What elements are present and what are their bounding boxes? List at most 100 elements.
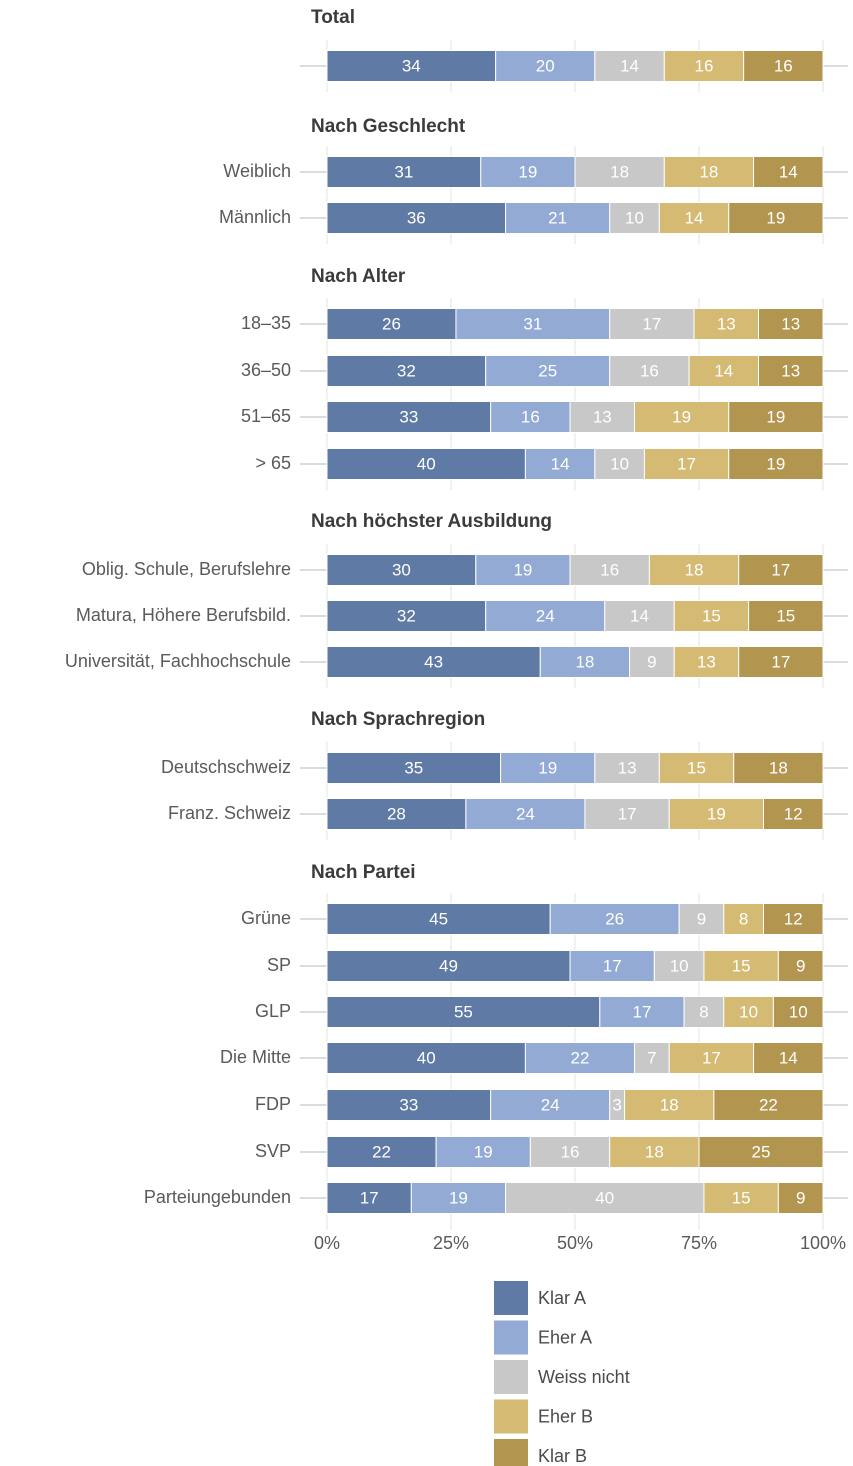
category-label: FDP <box>255 1094 291 1114</box>
category-label: > 65 <box>255 453 291 473</box>
bar-segment <box>723 903 764 935</box>
bar-segment <box>777 1182 824 1214</box>
value-label: 30 <box>392 560 411 579</box>
bar-segment <box>668 1042 755 1074</box>
bar-segment <box>594 50 665 82</box>
bar-segment <box>326 202 507 234</box>
group-title: Nach Partei <box>311 862 416 883</box>
legend-swatch <box>494 1439 528 1466</box>
legend-label: Klar A <box>538 1288 586 1308</box>
category-label: Oblig. Schule, Berufslehre <box>82 559 291 579</box>
value-label: 31 <box>523 314 542 333</box>
value-label: 17 <box>771 652 790 671</box>
value-label: 19 <box>766 454 785 473</box>
value-label: 17 <box>771 560 790 579</box>
bar-segment <box>693 308 760 340</box>
value-label: 20 <box>536 56 555 75</box>
group-title: Nach Geschlecht <box>311 116 466 137</box>
value-label: 14 <box>714 361 733 380</box>
value-label: 19 <box>766 208 785 227</box>
value-label: 24 <box>536 606 555 625</box>
value-label: 14 <box>630 606 649 625</box>
value-label: 45 <box>429 909 448 928</box>
value-label: 25 <box>538 361 557 380</box>
value-label: 18 <box>610 162 629 181</box>
bar-segment <box>634 401 730 433</box>
category-label: Weiblich <box>223 161 291 181</box>
value-label: 12 <box>784 804 803 823</box>
value-label: 15 <box>687 758 706 777</box>
category-label: Deutschschweiz <box>161 757 291 777</box>
value-label: 16 <box>640 361 659 380</box>
value-label: 9 <box>796 956 805 975</box>
legend-swatch <box>494 1360 528 1394</box>
value-label: 17 <box>632 1002 651 1021</box>
value-label: 8 <box>699 1002 708 1021</box>
category-label: Grüne <box>241 908 291 928</box>
bar-segment <box>326 156 482 188</box>
value-label: 14 <box>551 454 570 473</box>
value-label: 14 <box>620 56 639 75</box>
bar-segment <box>758 355 824 387</box>
value-label: 13 <box>781 361 800 380</box>
legend-label: Weiss nicht <box>538 1367 630 1387</box>
bar-segment <box>569 554 650 586</box>
value-label: 10 <box>625 208 644 227</box>
bar-segment <box>326 1089 492 1121</box>
bar-segment <box>703 950 779 982</box>
bar-segment <box>723 996 774 1028</box>
value-label: 16 <box>694 56 713 75</box>
x-tick-label: 25% <box>433 1233 469 1253</box>
bar-segment <box>758 308 824 340</box>
category-label: SP <box>267 955 291 975</box>
bar-segment <box>326 996 601 1028</box>
bar-segment <box>609 355 690 387</box>
bar-segment <box>634 1042 670 1074</box>
value-label: 13 <box>781 314 800 333</box>
value-label: 19 <box>449 1188 468 1207</box>
value-label: 19 <box>518 162 537 181</box>
bar-segment <box>485 355 611 387</box>
bar-segment <box>648 554 740 586</box>
value-label: 16 <box>521 407 540 426</box>
value-label: 15 <box>702 606 721 625</box>
bar-segment <box>753 156 824 188</box>
bar-segment <box>738 554 824 586</box>
value-label: 49 <box>439 956 458 975</box>
value-label: 7 <box>647 1048 656 1067</box>
value-label: 19 <box>672 407 691 426</box>
value-label: 14 <box>779 162 798 181</box>
value-label: 55 <box>454 1002 473 1021</box>
value-label: 22 <box>372 1142 391 1161</box>
category-label: 36–50 <box>241 360 291 380</box>
value-label: 9 <box>647 652 656 671</box>
value-label: 13 <box>618 758 637 777</box>
bar-segment <box>772 996 824 1028</box>
bar-segment <box>326 752 502 784</box>
bar-segment <box>762 798 824 830</box>
value-label: 19 <box>707 804 726 823</box>
bar-segment <box>485 600 606 632</box>
group-title: Nach Sprachregion <box>311 709 485 730</box>
value-label: 28 <box>387 804 406 823</box>
bar-segment <box>500 752 596 784</box>
value-label: 17 <box>603 956 622 975</box>
bar-segment <box>326 600 487 632</box>
value-label: 17 <box>360 1188 379 1207</box>
bar-segment <box>326 1136 437 1168</box>
value-label: 26 <box>605 909 624 928</box>
value-label: 16 <box>561 1142 580 1161</box>
bar-segment <box>733 752 824 784</box>
value-label: 10 <box>789 1002 808 1021</box>
value-label: 17 <box>702 1048 721 1067</box>
value-label: 13 <box>593 407 612 426</box>
value-label: 13 <box>697 652 716 671</box>
value-label: 32 <box>397 606 416 625</box>
bar-segment <box>743 50 824 82</box>
value-label: 9 <box>697 909 706 928</box>
legend-label: Eher B <box>538 1406 593 1426</box>
x-tick-label: 0% <box>314 1233 340 1253</box>
bar-segment <box>326 308 457 340</box>
bar-segment <box>658 752 735 784</box>
